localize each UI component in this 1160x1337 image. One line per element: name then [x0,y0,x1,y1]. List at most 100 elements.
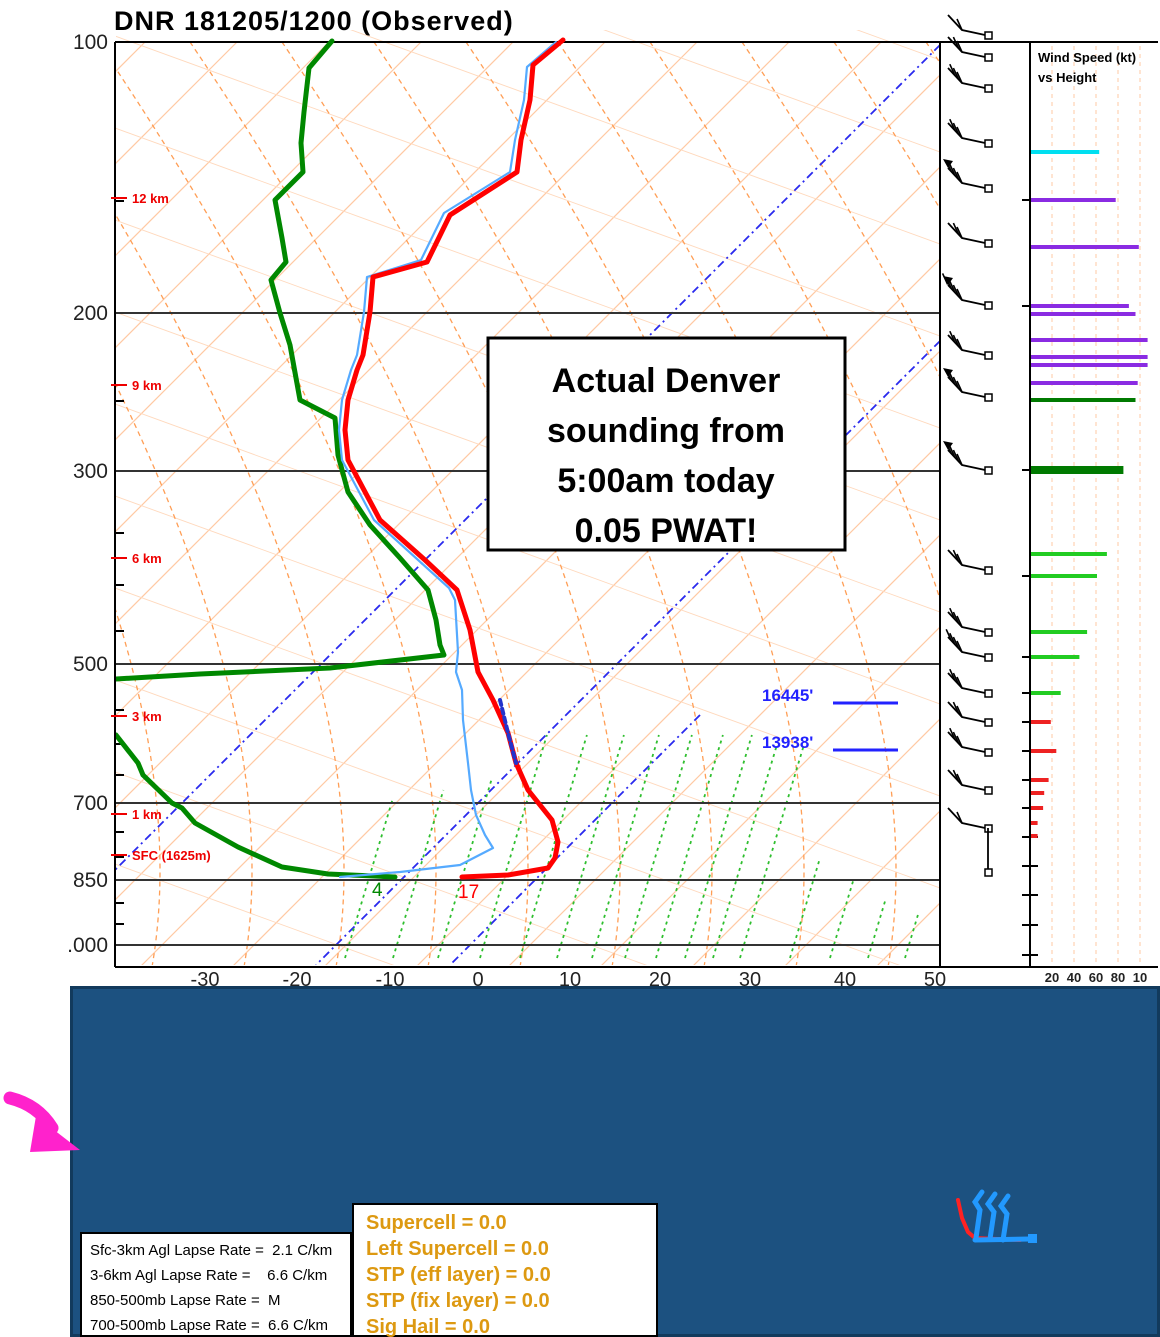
wind-barb [947,118,993,148]
barb-feather [956,171,963,184]
barb-pennant [943,441,953,450]
barb-feather [952,449,960,462]
barb-station-square [984,31,993,40]
temp-axis-label: 50 [924,969,946,990]
barb-feather [952,376,960,389]
barb-pennant [943,159,953,168]
barb-feather [949,668,956,681]
dry-adiabat-line [116,383,253,965]
barb-feather [949,607,956,620]
barb-station-square [984,239,993,248]
mixing-ratio-line [904,914,919,959]
isotherm-line [116,41,146,72]
wind-barb [943,159,993,193]
barb-feather [956,226,963,239]
wind-speed-bar [1031,398,1136,402]
mixing-ratio-line [789,859,821,959]
wind-panel-axis-label: 20 [1045,970,1059,985]
wind-speed-bar [1031,655,1080,659]
height-axis-label: 3 km [132,709,162,724]
barb-station-square [984,748,993,757]
wind-speed-bar [1031,338,1148,342]
dry-adiabat-line [116,609,161,965]
barb-feather [952,284,960,297]
wind-barb [947,769,993,795]
moist-adiabat-line [116,863,395,965]
barb-staff [947,769,986,791]
height-axis-label: SFC (1625m) [132,848,211,863]
barb-station-square [984,689,993,698]
wind-panel-axis-label: 60 [1089,970,1103,985]
isotherm-line [116,41,606,532]
dry-adiabat-line [833,41,939,209]
barb-feather [956,71,963,84]
barb-feather [952,769,960,782]
barb-station-square [984,84,993,93]
lapse-rate-line: 3-6km Agl Lapse Rate = 6.6 C/km [90,1267,328,1284]
wind-speed-bar [1031,245,1139,249]
sounding-curves [116,37,566,880]
annotation-box: Actual Denver sounding from 5:00am today 0.… [486,336,847,552]
supercell-line: Sig Hail = 0.0 [366,1316,490,1337]
pressure-axis-label: .000 [67,934,108,957]
isotherm-line [116,41,698,624]
wind-speed-bar [1031,355,1148,359]
height-axis-label: 9 km [132,378,162,393]
mixing-ratio-line [392,789,445,959]
wind-barb [947,727,993,757]
barb-station-square [984,139,993,148]
barb-feather [952,611,960,624]
temp-axis-label: 40 [834,969,856,990]
barb-station-square [984,718,993,727]
wind-speed-bar [1031,466,1124,474]
wind-speed-panel: Wind Speed (kt) vs Height 20 40 60 80 10 [1022,46,1148,985]
wind-speed-bar [1031,691,1061,695]
annotation-text: 5:00am today [557,462,774,500]
pressure-axis-label: 200 [73,302,108,325]
moist-adiabat-line [116,679,901,965]
dry-adiabat-line [1018,42,1160,967]
pressure-axis-label: 850 [73,869,108,892]
supercell-line: Supercell = 0.0 [366,1212,507,1234]
temp-axis-label: 10 [559,969,581,990]
barb-feather [949,280,956,293]
dewpoint-curve [116,38,447,682]
pressure-axis-label: 500 [73,653,108,676]
barb-feather [956,40,963,53]
wind-speed-bar [1031,150,1100,154]
wind-speed-bar [1031,778,1049,782]
wind-barb [947,607,993,637]
blue-isopleth-line [449,714,701,965]
dewpoint-curve [116,732,398,880]
page-title: DNR 181205/1200 (Observed) [114,6,514,36]
wind-barb [947,14,993,40]
wind-panel-title: vs Height [1038,70,1097,85]
barb-staff [947,36,986,58]
wind-speed-bar [1031,806,1044,810]
wind-speed-bar [1031,312,1136,316]
barb-feather [949,445,956,458]
wind-speed-bar [1031,552,1107,556]
barb-feather [952,731,960,744]
barb-feather [952,36,960,49]
wind-barb [947,222,993,248]
barb-feather [956,18,963,31]
barb-feather [956,735,963,748]
isotherm-line [116,41,882,808]
barb-feather [956,676,963,689]
supercell-line: STP (eff layer) = 0.0 [366,1264,551,1286]
temp-axis-label: 0 [472,969,483,990]
barb-feather [952,636,960,649]
annotation-text: sounding from [547,412,785,450]
wind-speed-bar [1031,381,1138,385]
wind-speed-bar [1031,749,1057,753]
barb-feather [949,163,956,176]
mixing-ratio-line [519,734,588,959]
isotherm-line [116,41,422,348]
moist-adiabat-line [116,587,939,889]
surface-dewpoint-label: 4 [372,880,383,901]
moist-adiabat-line [116,495,939,797]
annotation-text: 0.05 PWAT! [575,512,758,550]
wind-speed-bar [1031,198,1116,202]
